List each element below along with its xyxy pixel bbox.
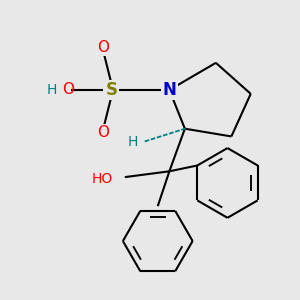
- Text: O: O: [62, 82, 74, 98]
- Text: H: H: [46, 83, 57, 97]
- Text: HO: HO: [92, 172, 113, 186]
- Text: O: O: [98, 125, 110, 140]
- Text: N: N: [162, 81, 176, 99]
- Text: H: H: [127, 135, 138, 149]
- Text: O: O: [98, 40, 110, 55]
- Text: S: S: [105, 81, 117, 99]
